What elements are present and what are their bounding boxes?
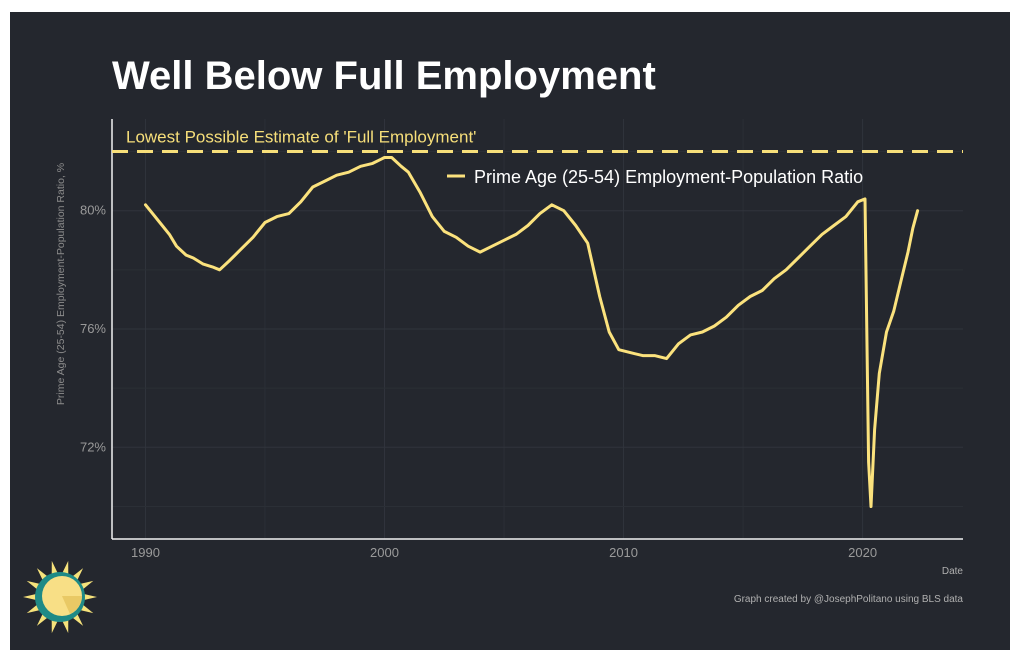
axes — [111, 119, 963, 540]
reference-line-label: Lowest Possible Estimate of 'Full Employ… — [126, 128, 476, 147]
x-tick-label: 2020 — [848, 545, 877, 560]
series-line — [144, 156, 920, 508]
legend: Prime Age (25-54) Employment-Population … — [447, 167, 863, 187]
chart-svg: Well Below Full Employment Lowest Possib… — [23, 54, 964, 634]
sun-logo-icon — [23, 560, 97, 634]
x-tick-label: 2000 — [370, 545, 399, 560]
caption: Graph created by @JosephPolitano using B… — [734, 594, 964, 605]
x-ticks: 1990 2000 2010 2020 — [131, 545, 877, 560]
y-tick-label: 72% — [80, 439, 106, 454]
series-layer — [144, 156, 920, 508]
y-tick-label: 76% — [80, 321, 106, 336]
chart-panel: Well Below Full Employment Lowest Possib… — [10, 12, 1010, 650]
legend-label: Prime Age (25-54) Employment-Population … — [474, 167, 863, 187]
y-axis-label: Prime Age (25-54) Employment-Population … — [55, 163, 67, 405]
x-axis-label: Date — [942, 566, 964, 577]
x-tick-label: 2010 — [609, 545, 638, 560]
chart-title: Well Below Full Employment — [112, 54, 656, 98]
y-tick-label: 80% — [80, 203, 106, 218]
y-ticks: 72% 76% 80% — [80, 203, 106, 455]
x-tick-label: 1990 — [131, 545, 160, 560]
reference-layer: Lowest Possible Estimate of 'Full Employ… — [112, 128, 963, 154]
